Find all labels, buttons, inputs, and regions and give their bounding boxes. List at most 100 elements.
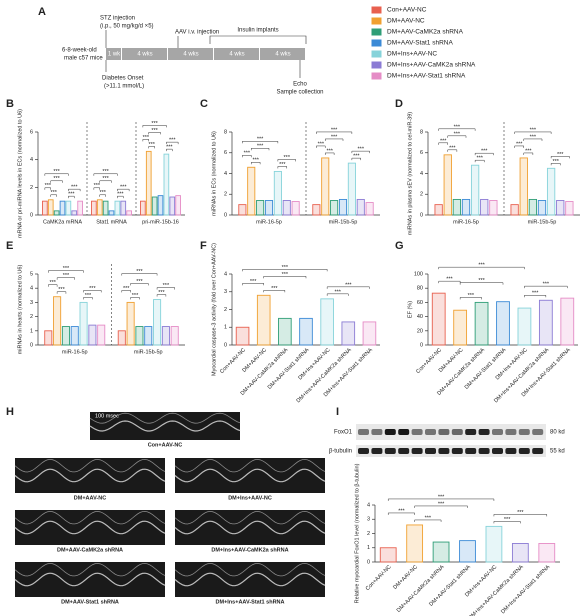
- y-tick-label: 5: [30, 271, 33, 277]
- timeline-arrows: [105, 30, 307, 78]
- significance-label: ***: [284, 155, 291, 161]
- significance-label: ***: [132, 293, 139, 299]
- bar: [47, 199, 54, 216]
- y-tick-label: 0: [420, 342, 423, 348]
- bar: [546, 167, 556, 216]
- significance-bracket: [459, 282, 504, 285]
- bar: [256, 294, 271, 346]
- bar: [321, 157, 330, 216]
- y-axis-label: Myocardial caspase-3 activity (fold over…: [211, 243, 217, 376]
- significance-bracket: [351, 157, 362, 161]
- blot-band: [384, 429, 396, 435]
- significance-label: ***: [331, 134, 338, 140]
- echo-trace: [14, 458, 166, 473]
- blot-band: [492, 448, 503, 454]
- blot-band: [438, 429, 450, 435]
- y-tick-label: 100: [414, 271, 423, 277]
- bar: [88, 324, 97, 346]
- bar: [96, 199, 103, 216]
- significance-label: ***: [476, 156, 483, 162]
- significance-label: ***: [446, 277, 453, 283]
- significance-label: ***: [478, 263, 485, 269]
- y-tick-label: 2: [367, 531, 370, 537]
- bar: [175, 195, 181, 216]
- y-tick-label: 1: [30, 328, 33, 334]
- significance-label: ***: [102, 176, 109, 182]
- significance-bracket: [550, 163, 561, 166]
- blot-band: [478, 448, 490, 454]
- significance-label: ***: [532, 291, 539, 297]
- significance-bracket: [99, 194, 106, 197]
- bar: [537, 200, 547, 216]
- echo-trace: [14, 510, 166, 525]
- significance-label: ***: [271, 286, 278, 292]
- bar: [443, 154, 452, 216]
- significance-bracket: [326, 293, 349, 296]
- y-tick-label: 0: [30, 212, 33, 218]
- echo-trace: [89, 412, 241, 424]
- bar: [169, 196, 176, 216]
- echo-image: [90, 412, 240, 440]
- echo-trace: [14, 520, 166, 535]
- y-tick-label: 0: [224, 342, 227, 348]
- echo-trace: [174, 468, 326, 483]
- significance-label: ***: [120, 185, 127, 191]
- significance-bracket: [44, 173, 69, 176]
- segment-label: 1 wk: [108, 52, 121, 58]
- echo-image: [15, 562, 165, 597]
- bar: [434, 204, 443, 216]
- bar: [341, 321, 356, 346]
- significance-bracket: [50, 180, 63, 183]
- significance-label: ***: [151, 121, 158, 127]
- bar: [406, 524, 424, 563]
- significance-bracket: [387, 498, 495, 501]
- significance-label: ***: [244, 151, 251, 157]
- significance-label: ***: [358, 147, 365, 153]
- significance-label: ***: [58, 287, 65, 293]
- y-axis-label: miRNAs in ECs (normalized to U6): [211, 131, 217, 216]
- bar: [362, 321, 377, 346]
- y-tick-label: 8: [224, 129, 227, 135]
- legend-swatch: [371, 61, 382, 69]
- significance-bracket: [121, 273, 158, 276]
- bar: [453, 309, 468, 346]
- y-axis-label: miRNAs in hearts (normalized to U6): [17, 265, 23, 355]
- bar: [330, 200, 339, 216]
- significance-bracket: [493, 514, 548, 517]
- significance-label: ***: [158, 290, 165, 296]
- blot-band: [411, 429, 423, 435]
- y-tick-label: 0: [224, 212, 227, 218]
- timeline-segment: [168, 48, 213, 60]
- significance-bracket: [414, 505, 468, 508]
- significance-bracket: [250, 162, 261, 165]
- label: Echo: [293, 82, 307, 88]
- bar: [480, 198, 489, 216]
- significance-label: ***: [552, 159, 559, 165]
- bar: [53, 296, 62, 346]
- legend-swatch: [371, 6, 382, 14]
- blot-band: [478, 429, 490, 435]
- significance-bracket: [50, 194, 57, 197]
- y-tick-label: 4: [30, 157, 33, 163]
- significance-bracket: [48, 270, 84, 273]
- bar: [102, 200, 109, 216]
- bar: [163, 153, 170, 216]
- echo-label: Con+AAV-NC: [148, 442, 183, 448]
- significance-label: ***: [326, 148, 333, 154]
- significance-label: ***: [425, 515, 432, 521]
- significance-label: ***: [166, 145, 173, 151]
- bar: [510, 204, 519, 216]
- bar: [517, 307, 532, 346]
- significance-label: ***: [543, 282, 550, 288]
- x-tick-label: CaMK2a mRNA: [43, 219, 82, 225]
- significance-bracket: [56, 277, 75, 280]
- significance-label: ***: [45, 183, 52, 189]
- blot-band: [411, 448, 423, 454]
- panel-label: I: [336, 406, 339, 418]
- bar: [282, 200, 291, 216]
- significance-label: ***: [53, 176, 60, 182]
- blot-band: [398, 429, 410, 435]
- size-label: 80 kd: [550, 430, 565, 436]
- significance-label: ***: [530, 127, 537, 133]
